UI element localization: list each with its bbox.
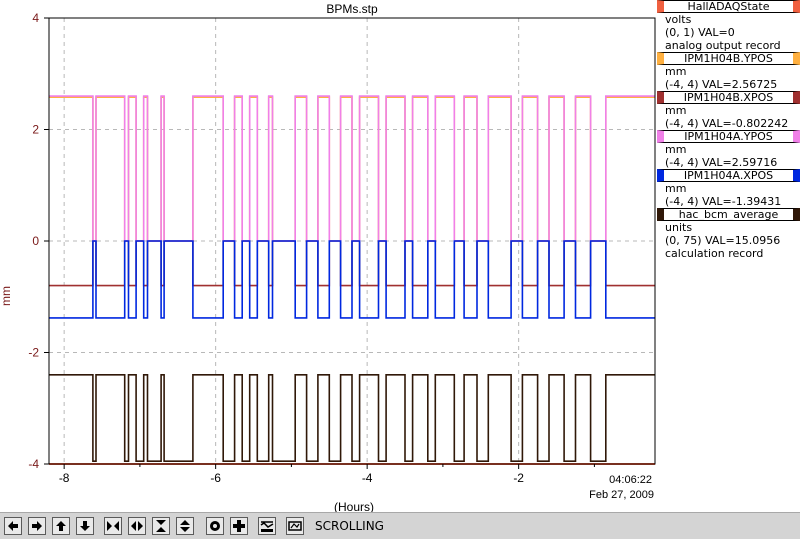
series-line-hac-bcm-average <box>49 373 655 463</box>
arrow-right-button[interactable] <box>28 517 46 535</box>
end-date-label: Feb 27, 2009 <box>589 489 654 501</box>
zoom-in-vertical-button[interactable] <box>152 517 170 535</box>
legend-entry-detail: (-4, 4) VAL=-1.39431 <box>665 195 782 208</box>
y-tick-label: -2 <box>28 346 39 360</box>
y-tick-label: 0 <box>32 234 39 248</box>
y-tick-label: 4 <box>32 11 39 25</box>
scroll-toggle-button[interactable] <box>286 517 304 535</box>
config-icon <box>260 521 274 532</box>
grid <box>49 18 655 464</box>
end-time-label: 04:06:22 <box>609 474 652 486</box>
ticks: -8 -6 -4 -2 4 2 0 -2 -4 <box>28 11 595 485</box>
x-tick-label: -6 <box>210 471 221 485</box>
x-tick-label: -4 <box>362 471 373 485</box>
legend-entry-detail: calculation record <box>665 247 764 260</box>
x-axis-label: (Hours) <box>334 500 374 512</box>
legend-entry-detail: analog output record <box>665 39 781 52</box>
legend-entry-detail: mm <box>665 143 687 156</box>
crosshair-icon <box>233 520 245 532</box>
legend-entry-detail: mm <box>665 65 687 78</box>
x-tick-label: -2 <box>513 471 524 485</box>
x-tick-label: -8 <box>59 471 70 485</box>
legend-entry-detail: volts <box>665 13 692 26</box>
arrow-up-button[interactable] <box>52 517 70 535</box>
legend-entry-name[interactable]: hac_bcm_average <box>657 208 800 221</box>
arrow-left-icon <box>8 521 18 531</box>
legend-entry-detail: mm <box>665 182 687 195</box>
legend-entry-detail: (-4, 4) VAL=2.59716 <box>665 156 778 169</box>
y-tick-label: 2 <box>32 123 39 137</box>
toolbar: SCROLLING <box>0 512 800 539</box>
zoom-out-vertical-button[interactable] <box>176 517 194 535</box>
center-icon <box>210 521 220 531</box>
crosshair-button[interactable] <box>230 517 248 535</box>
legend-entry-name[interactable]: IPM1H04A.YPOS <box>657 130 800 143</box>
center-button[interactable] <box>206 517 224 535</box>
zoom-in-horizontal-button[interactable] <box>104 517 122 535</box>
legend-entry-detail: (0, 75) VAL=15.0956 <box>665 234 781 247</box>
scroll-status-label: SCROLLING <box>315 519 384 533</box>
legend-entry-name[interactable]: IPM1H04B.YPOS <box>657 52 800 65</box>
chart-title: BPMs.stp <box>326 2 378 16</box>
zoom-out-horizontal-icon <box>131 521 143 531</box>
zoom-in-vertical-icon <box>156 520 166 532</box>
legend-entry-detail: units <box>665 221 693 234</box>
y-axis-label: mm <box>0 286 13 306</box>
arrow-down-button[interactable] <box>76 517 94 535</box>
legend-panel: HallADAQState volts (0, 1) VAL=0 analog out… <box>657 0 800 260</box>
legend-entry-name[interactable]: IPM1H04B.XPOS <box>657 91 800 104</box>
zoom-out-vertical-icon <box>180 520 190 532</box>
zoom-in-horizontal-icon <box>107 521 119 531</box>
arrow-right-icon <box>32 521 42 531</box>
arrow-down-icon <box>80 521 90 531</box>
series-line-ipm1h04a-xpos <box>49 240 655 319</box>
series-layer <box>49 95 655 465</box>
y-tick-label: -4 <box>28 457 39 471</box>
scroll-toggle-icon <box>288 521 302 531</box>
legend-entry-detail: (0, 1) VAL=0 <box>665 26 735 39</box>
zoom-out-horizontal-button[interactable] <box>128 517 146 535</box>
arrow-up-icon <box>56 521 66 531</box>
arrow-left-button[interactable] <box>4 517 22 535</box>
legend-entry-detail: (-4, 4) VAL=-0.802242 <box>665 117 789 130</box>
bpm-strip-chart: -8 -6 -4 -2 4 2 0 -2 -4 BPMs.stp (Hours) mm 04:0… <box>0 2 656 512</box>
config-button[interactable] <box>258 517 276 535</box>
legend-entry-detail: (-4, 4) VAL=2.56725 <box>665 78 778 91</box>
legend-entry-detail: mm <box>665 104 687 117</box>
legend-entry-name[interactable]: HallADAQState <box>657 0 800 13</box>
legend-entry-name[interactable]: IPM1H04A.XPOS <box>657 169 800 182</box>
